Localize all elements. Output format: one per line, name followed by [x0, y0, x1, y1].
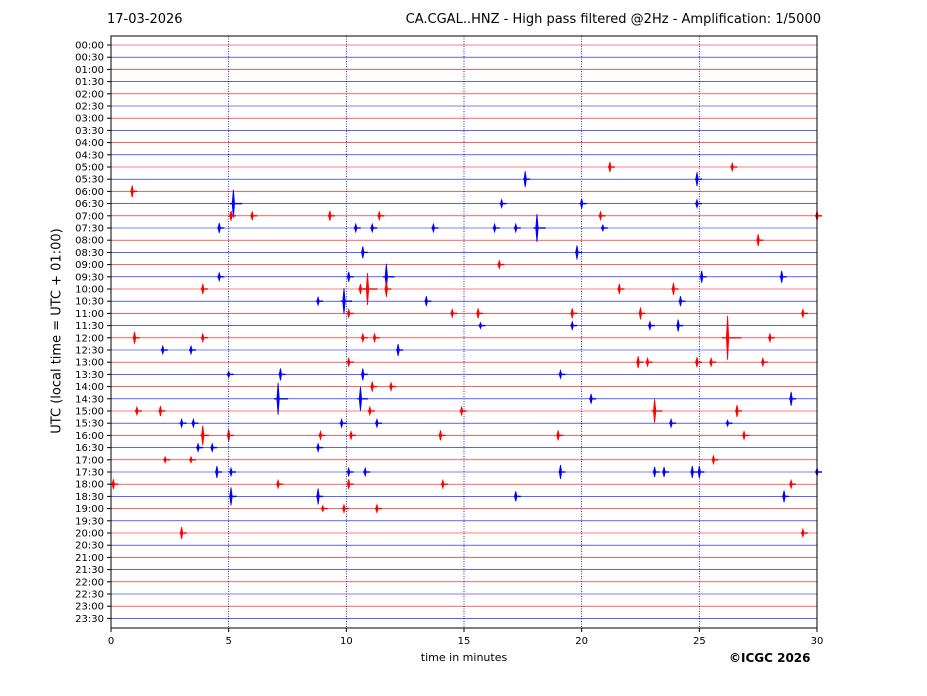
y-tick-label: 09:00 — [75, 260, 104, 271]
plot-frame — [110, 35, 818, 629]
y-tick-label: 04:00 — [75, 138, 104, 149]
y-tick-label: 01:00 — [75, 65, 104, 76]
y-tick-label: 23:00 — [75, 602, 104, 613]
y-tick-label: 08:30 — [75, 248, 104, 259]
y-tick-label: 09:30 — [75, 272, 104, 283]
y-axis-label: UTC (local time = UTC + 01:00) — [49, 228, 65, 434]
y-tick-label: 22:30 — [75, 590, 104, 601]
y-tick-label: 16:30 — [75, 443, 104, 454]
y-tick-label: 21:00 — [75, 553, 104, 564]
y-tick-label: 07:30 — [75, 224, 104, 235]
y-tick-label: 15:30 — [75, 419, 104, 430]
x-tick-label: 0 — [108, 636, 114, 647]
y-tick-label: 12:30 — [75, 346, 104, 357]
x-axis-ticks: 0 5 10 15 20 25 30 — [108, 628, 824, 647]
y-tick-label: 06:30 — [75, 199, 104, 210]
y-tick-label: 01:30 — [75, 77, 104, 88]
y-tick-label: 02:30 — [75, 102, 104, 113]
y-tick-label: 18:00 — [75, 480, 104, 491]
y-tick-label: 00:00 — [75, 41, 104, 52]
y-tick-label: 04:30 — [75, 150, 104, 161]
y-tick-label: 21:30 — [75, 565, 104, 576]
y-tick-label: 03:00 — [75, 114, 104, 125]
chart-title: CA.CGAL..HNZ - High pass filtered @2Hz -… — [405, 12, 821, 27]
y-tick-label: 17:00 — [75, 455, 104, 466]
y-tick-label: 05:00 — [75, 163, 104, 174]
y-tick-label: 23:30 — [75, 614, 104, 625]
y-tick-label: 10:30 — [75, 297, 104, 308]
y-tick-label: 15:00 — [75, 407, 104, 418]
y-tick-label: 18:30 — [75, 492, 104, 503]
vertical-gridlines — [228, 36, 700, 628]
y-tick-label: 20:30 — [75, 541, 104, 552]
x-tick-label: 20 — [575, 636, 588, 647]
y-tick-label: 11:30 — [75, 321, 104, 332]
y-tick-label: 13:30 — [75, 370, 104, 381]
y-tick-label: 00:30 — [75, 53, 104, 64]
y-tick-label: 16:00 — [75, 431, 104, 442]
y-tick-label: 07:00 — [75, 211, 104, 222]
y-tick-label: 06:00 — [75, 187, 104, 198]
seismic-events — [111, 161, 822, 540]
x-tick-label: 5 — [225, 636, 231, 647]
y-tick-label: 19:00 — [75, 504, 104, 515]
y-tick-label: 02:00 — [75, 89, 104, 100]
y-tick-label: 10:00 — [75, 285, 104, 296]
y-tick-label: 12:00 — [75, 333, 104, 344]
x-tick-label: 30 — [811, 636, 824, 647]
y-tick-label: 20:00 — [75, 529, 104, 540]
y-tick-label: 05:30 — [75, 175, 104, 186]
y-tick-label: 14:30 — [75, 394, 104, 405]
y-tick-label: 22:00 — [75, 577, 104, 588]
y-tick-label: 03:30 — [75, 126, 104, 137]
y-tick-label: 08:00 — [75, 236, 104, 247]
x-axis-label: time in minutes — [420, 651, 508, 664]
x-tick-label: 15 — [458, 636, 471, 647]
y-tick-label: 14:00 — [75, 382, 104, 393]
y-tick-label: 13:00 — [75, 358, 104, 369]
y-tick-label: 17:30 — [75, 468, 104, 479]
y-tick-label: 19:30 — [75, 516, 104, 527]
x-tick-label: 10 — [340, 636, 353, 647]
copyright-label: ©ICGC 2026 — [729, 651, 811, 665]
date-label: 17-03-2026 — [107, 12, 183, 27]
y-tick-label: 11:00 — [75, 309, 104, 320]
x-tick-label: 25 — [693, 636, 706, 647]
